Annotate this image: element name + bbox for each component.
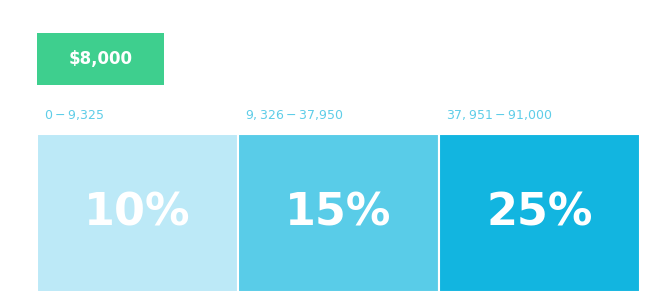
Text: $37,951 - $91,000: $37,951 - $91,000	[446, 108, 552, 122]
Bar	[37, 134, 238, 292]
Text: $0 - $9,325: $0 - $9,325	[44, 108, 104, 122]
Bar	[37, 33, 164, 85]
Text: 10%: 10%	[84, 191, 190, 234]
Text: $8,000: $8,000	[68, 50, 133, 68]
Text: 15%: 15%	[285, 191, 391, 234]
Bar	[238, 134, 439, 292]
Text: $9,326 - $37,950: $9,326 - $37,950	[245, 108, 343, 122]
Text: 25%: 25%	[486, 191, 592, 234]
Bar	[439, 134, 640, 292]
